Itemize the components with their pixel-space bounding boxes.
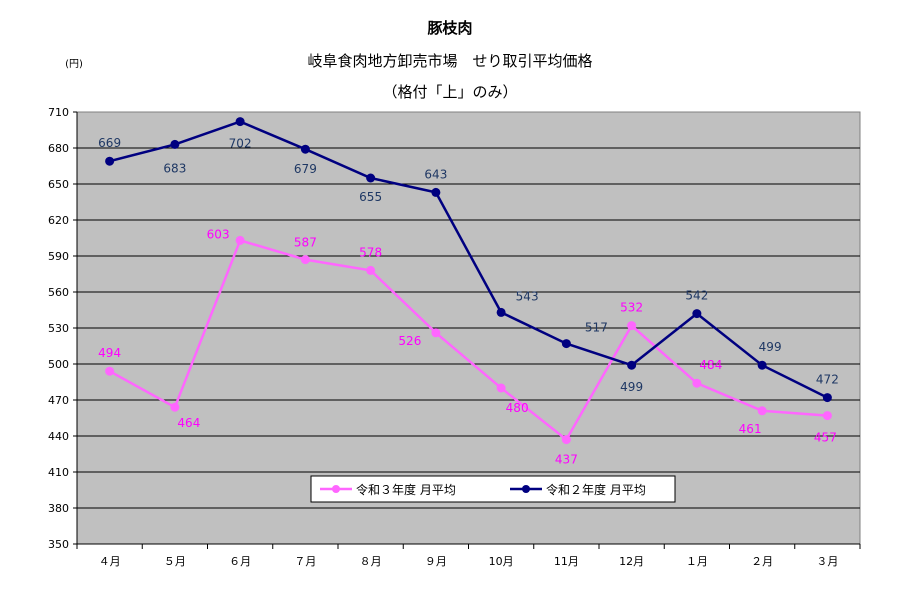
data-point-r3 [627,321,637,331]
data-point-r3 [561,435,571,445]
y-tick-label: 650 [48,178,69,191]
y-tick-label: 380 [48,502,69,515]
data-point-r2 [627,360,637,370]
data-point-r3 [170,402,180,412]
y-tick-label: 500 [48,358,69,371]
series-line-r3 [109,238,828,442]
chart-title: 豚枝肉 [427,19,472,37]
legend-marker-r3 [332,485,340,493]
data-point-r3 [822,411,832,421]
data-label-r2: 542 [685,289,708,303]
series-line-r2 [109,120,828,399]
data-label-r2: 517 [585,321,608,335]
legend: 令和３年度 月平均 令和２年度 月平均 [310,475,676,503]
legend-label-r3: 令和３年度 月平均 [356,482,456,497]
y-tick-label: 560 [48,286,69,299]
data-point-r2 [105,156,115,166]
axes: 350 380 410 440 470 500 530 560 590 620 650 680 710 ４… [48,106,861,568]
data-point-r3 [235,235,245,245]
data-label-r3: 484 [699,358,722,372]
data-label-r3: 578 [359,245,382,259]
y-tick-label: 470 [48,394,69,407]
x-tick-label: ３月 [816,555,838,568]
data-label-r2: 543 [516,289,539,303]
data-label-r3: 480 [506,401,529,415]
data-label-r2: 669 [98,136,121,150]
data-label-r2: 679 [294,162,317,176]
data-point-r3 [105,366,115,376]
legend-box [310,475,676,503]
y-tick-label: 710 [48,106,69,119]
chart-subtitle-2: （格付「上」のみ） [382,83,517,101]
data-point-r3 [300,255,310,265]
y-tick-label: 410 [48,466,69,479]
x-tick-label: 10月 [489,555,514,568]
data-label-r3: 464 [177,416,200,430]
y-tick-label: 620 [48,214,69,227]
y-tick-label: 590 [48,250,69,263]
x-tick-label: ７月 [294,555,316,568]
data-point-r3 [496,383,506,393]
data-label-r2: 499 [759,340,782,354]
data-point-r2 [561,339,571,349]
data-label-r3: 494 [98,346,121,360]
data-label-r3: 437 [555,453,578,467]
x-tick-label: ２月 [751,555,773,568]
data-label-r3: 461 [739,422,762,436]
data-point-r2 [496,307,506,317]
legend-label-r2: 令和２年度 月平均 [546,482,646,497]
data-point-r2 [757,360,767,370]
data-label-r2: 499 [620,380,643,394]
data-label-r2: 683 [163,161,186,175]
y-unit-label: (円) [65,59,83,70]
data-label-r3: 603 [207,227,230,241]
data-point-r2 [170,139,180,149]
data-point-r3 [692,378,702,388]
x-tick-label: ５月 [164,555,186,568]
data-label-r2: 702 [229,137,252,151]
x-tick-label: 12月 [619,555,644,568]
x-tick-label: 11月 [554,555,579,568]
data-point-r2 [822,393,832,403]
x-tick-label: ９月 [425,555,447,568]
data-point-r2 [692,309,702,319]
x-tick-label: ８月 [360,555,382,568]
data-point-r2 [366,173,376,183]
data-label-r2: 472 [816,373,839,387]
y-tick-label: 350 [48,538,69,551]
data-point-r3 [366,265,376,275]
y-tick-label: 680 [48,142,69,155]
x-tick-label: ６月 [229,555,251,568]
data-label-r2: 643 [424,167,447,181]
data-label-r3: 526 [398,334,421,348]
gridlines [77,147,860,509]
legend-marker-r2 [522,485,530,493]
chart-subtitle: 岐阜食肉地方卸売市場 せり取引平均価格 [307,52,592,70]
x-tick-label: ４月 [99,555,121,568]
y-tick-label: 530 [48,322,69,335]
data-point-r3 [757,406,767,416]
data-point-r2 [300,144,310,154]
series-layer: 494 464 603 587 578 526 480 437 532 484 461 457 669 6… [98,117,839,467]
x-tick-label: １月 [686,555,708,568]
data-label-r3: 532 [620,301,643,315]
data-label-r2: 655 [359,190,382,204]
data-point-r3 [431,328,441,338]
y-tick-label: 440 [48,430,69,443]
data-point-r2 [235,117,245,127]
data-point-r2 [431,187,441,197]
data-label-r3: 457 [814,431,837,445]
data-label-r3: 587 [294,236,317,250]
